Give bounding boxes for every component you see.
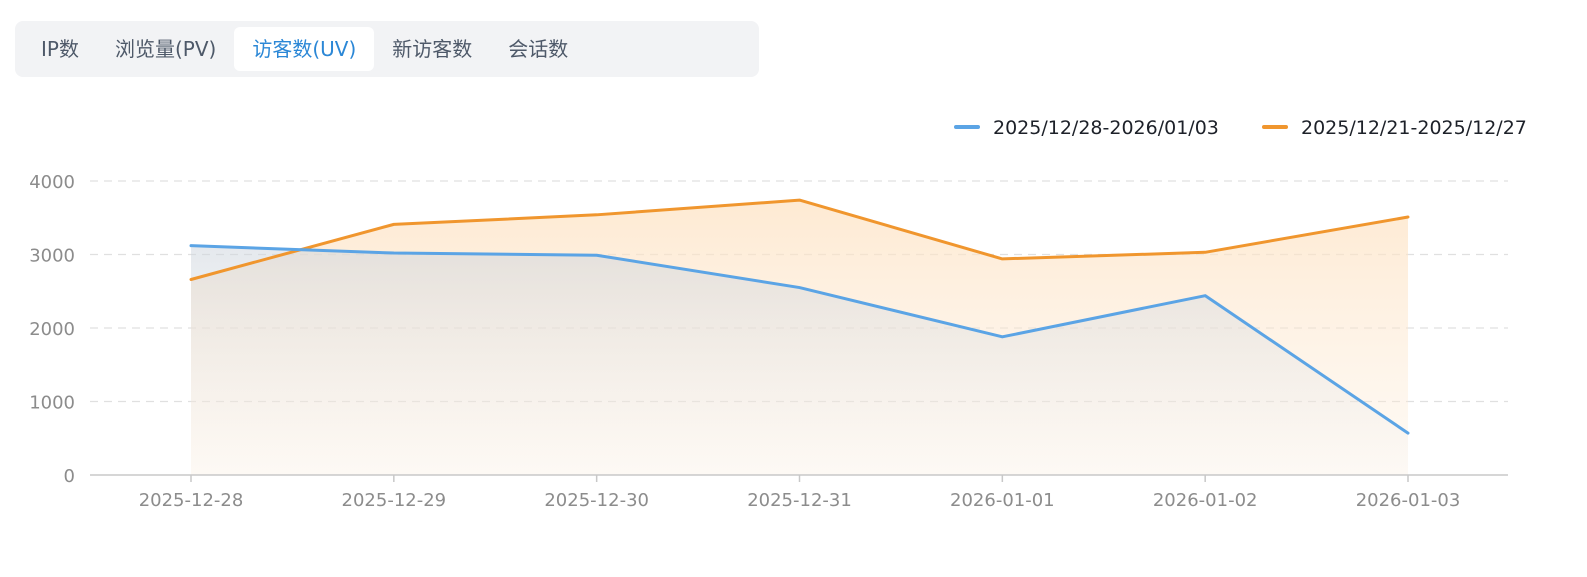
data-point[interactable] bbox=[188, 243, 194, 249]
metric-tabs: IP数 浏览量(PV) 访客数(UV) 新访客数 会话数 bbox=[15, 21, 759, 77]
series-line-0[interactable] bbox=[189, 244, 1410, 435]
data-point[interactable] bbox=[391, 250, 397, 256]
data-point[interactable] bbox=[1202, 249, 1208, 255]
data-point[interactable] bbox=[1405, 214, 1411, 220]
y-tick-label: 4000 bbox=[29, 172, 75, 193]
series-line-1[interactable] bbox=[189, 198, 1410, 281]
tab-page-views[interactable]: 浏览量(PV) bbox=[114, 37, 217, 61]
tab-sessions[interactable]: 会话数 bbox=[508, 37, 569, 61]
x-tick-label: 2025-12-30 bbox=[544, 490, 649, 511]
y-tick-label: 0 bbox=[64, 466, 75, 487]
tab-new-visitors[interactable]: 新访客数 bbox=[392, 37, 473, 61]
data-point[interactable] bbox=[999, 334, 1005, 340]
x-tick-label: 2025-12-28 bbox=[139, 490, 244, 511]
data-point[interactable] bbox=[797, 197, 803, 203]
series-area-0 bbox=[191, 245, 1408, 475]
x-tick-label: 2026-01-03 bbox=[1356, 490, 1461, 511]
x-tick-label: 2025-12-31 bbox=[747, 490, 852, 511]
data-point[interactable] bbox=[999, 256, 1005, 262]
x-tick-label: 2026-01-02 bbox=[1153, 490, 1258, 511]
y-tick-label: 1000 bbox=[29, 393, 75, 414]
data-point[interactable] bbox=[1202, 293, 1208, 299]
data-point[interactable] bbox=[594, 212, 600, 218]
data-point[interactable] bbox=[797, 285, 803, 291]
x-tick-label: 2026-01-01 bbox=[950, 490, 1055, 511]
data-point[interactable] bbox=[188, 276, 194, 282]
data-point[interactable] bbox=[594, 252, 600, 258]
legend-label[interactable]: 2025/12/28-2026/01/03 bbox=[993, 117, 1219, 139]
y-tick-label: 2000 bbox=[29, 319, 75, 340]
legend-label[interactable]: 2025/12/21-2025/12/27 bbox=[1301, 117, 1527, 139]
y-tick-label: 3000 bbox=[29, 246, 75, 267]
tab-ip-count[interactable]: IP数 bbox=[41, 37, 79, 61]
x-tick-label: 2025-12-29 bbox=[342, 490, 447, 511]
tab-unique-visitors[interactable]: 访客数(UV) bbox=[234, 27, 375, 71]
data-point[interactable] bbox=[1405, 430, 1411, 436]
data-point[interactable] bbox=[391, 221, 397, 227]
